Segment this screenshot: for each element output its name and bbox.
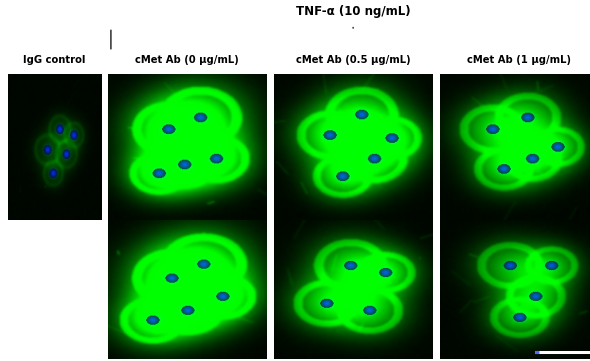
Text: cMet Ab (0.5 μg/mL): cMet Ab (0.5 μg/mL) <box>296 55 411 65</box>
Text: cMet Ab (0 μg/mL): cMet Ab (0 μg/mL) <box>136 55 239 65</box>
Text: cMet Ab (1 μg/mL): cMet Ab (1 μg/mL) <box>467 55 571 65</box>
Text: IgG control: IgG control <box>23 55 86 65</box>
Text: TNF-α (10 ng/mL): TNF-α (10 ng/mL) <box>296 5 411 18</box>
